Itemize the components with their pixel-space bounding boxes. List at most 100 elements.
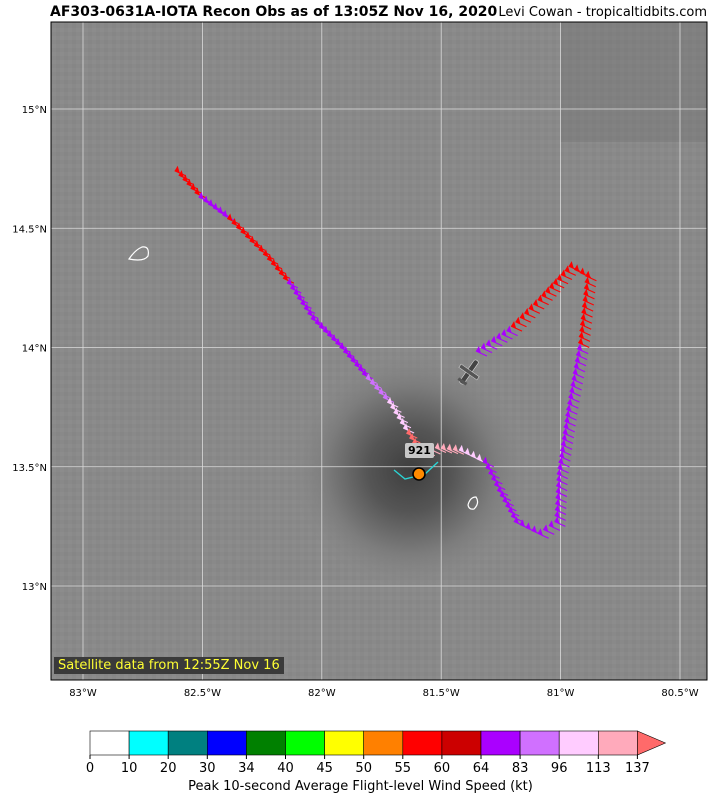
lon-tick-label: 83°W [69,688,97,699]
colorbar-segment [128,730,169,756]
colorbar-tick-label: 10 [121,761,138,776]
wind-barb [556,474,568,486]
colorbar-tick-label: 60 [434,761,451,776]
wind-barb [374,382,386,394]
wind-barb [541,290,553,301]
wind-barb [485,339,498,350]
wind-barb [556,468,568,480]
wind-barb [555,492,567,504]
colorbar-tick-label: 20 [160,761,177,776]
wind-barb [567,398,579,409]
wind-barb [560,269,573,281]
colorbar-segment [441,730,482,756]
wind-barb [235,222,248,233]
lon-tick-label: 82°W [308,688,336,699]
colorbar-tick-label: 0 [86,761,94,776]
colorbar-tick-label: 34 [238,761,255,776]
colorbar-tick-label: 83 [512,761,529,776]
wind-barb [496,332,508,343]
lat-tick-label: 14.5°N [12,224,47,235]
wind-barb [568,392,580,403]
wind-barb [555,486,568,498]
wind-barb [510,321,523,332]
lat-tick-label: 14°N [22,344,47,355]
wind-barb [556,273,569,285]
wind-barb [568,261,580,272]
lon-tick-label: 81.5°W [423,688,460,699]
wind-barb [434,442,447,453]
wind-barb [557,462,569,474]
colorbar-segment [324,730,365,756]
map-axes: 83°W 82.5°W 82°W 81.5°W 81°W 80.5°W 15°N 14.5°N… [12,105,698,699]
wind-barb [549,282,561,293]
wind-barb [579,325,591,336]
wind-barb [580,313,593,324]
wind-barb [554,504,567,515]
wind-barb [560,439,573,450]
wind-barb [562,427,575,439]
wind-barb [452,444,465,455]
wind-barb [578,331,591,342]
center-fix-marker [393,461,439,481]
colorbar-segment [89,730,130,756]
graticule [51,22,707,680]
wind-barb [446,443,459,455]
wind-barb [574,355,587,367]
wind-barb [480,342,493,354]
colorbar-segment [363,730,404,756]
lon-tick-label: 82.5°W [184,688,221,699]
wind-barb [583,282,596,294]
colorbar-segment [402,730,443,756]
wind-barb [569,386,581,397]
wind-barb [519,312,532,323]
wind-barb [572,367,585,379]
wind-barb [249,235,261,247]
wind-barb [552,277,565,289]
wind-barb [528,303,541,314]
wind-barb [558,456,570,468]
lat-tick-label: 13°N [22,582,47,593]
wind-barb [582,295,595,306]
author-credit: Levi Cowan - tropicaltidbits.com [498,5,707,20]
wind-barb [440,443,453,454]
wind-barb [365,373,377,384]
lon-tick-label: 81°W [547,688,575,699]
wind-barb [543,524,555,535]
wind-barb [564,265,577,276]
colorbar-segment [597,730,638,756]
wind-barb [515,316,527,328]
wind-barb [537,528,549,539]
wind-barb [537,294,549,306]
wind-barb [491,335,503,347]
wind-barb [501,328,513,340]
wind-barb [532,298,545,310]
pressure-label: 921 [405,443,434,458]
colorbar-tick-label: 96 [551,761,568,776]
colorbar-segment [558,730,599,756]
colorbar-label: Peak 10-second Average Flight-level Wind… [188,779,533,794]
wind-barb [571,373,583,385]
wind-barb [258,244,270,256]
wind-barb [554,510,566,521]
wind-barb [579,319,592,330]
wind-barb [566,404,578,415]
wind-barb [253,240,266,251]
satellite-time-label: Satellite data from 12:55Z Nov 16 [54,657,284,674]
wind-barb [545,286,557,297]
wind-barb [564,415,576,427]
lat-tick-label: 15°N [22,105,47,116]
colorbar-segment [285,730,325,756]
colorbar-segment [480,730,521,756]
colorbar-tick-label: 55 [395,761,412,776]
lat-tick-label: 13.5°N [12,463,47,474]
wind-barb [378,387,390,399]
wind-barb [575,349,588,361]
wind-barb [565,410,577,421]
wind-barb [524,307,536,319]
wind-barb [226,213,239,224]
map-frame [50,21,708,681]
colorbar-segment [207,730,247,756]
wind-barb [475,346,488,357]
wind-barb [581,307,593,318]
